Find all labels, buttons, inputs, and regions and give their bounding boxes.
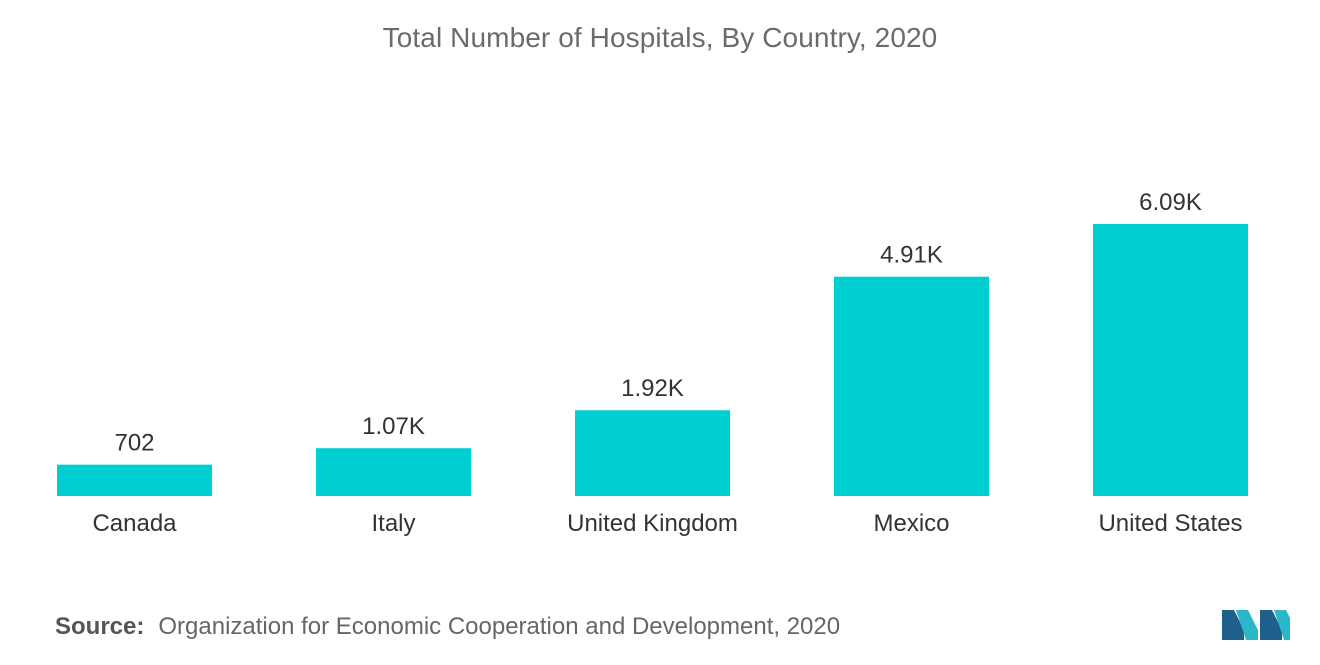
- category-label: Canada: [92, 510, 177, 537]
- bar-united-kingdom: [575, 410, 730, 496]
- mordor-intelligence-logo-icon: [1222, 610, 1290, 640]
- source-text: Organization for Economic Cooperation an…: [158, 613, 841, 640]
- value-label: 1.07K: [362, 413, 425, 440]
- category-label: Italy: [371, 510, 415, 537]
- category-label: United States: [1098, 510, 1242, 537]
- source-label: Source:: [55, 613, 145, 640]
- value-label: 1.92K: [621, 375, 684, 402]
- bar-chart: 702 Canada 1.07K Italy 1.92K United Kingdom 4.…: [57, 189, 1248, 537]
- chart-title: Total Number of Hospitals, By Country, 2…: [382, 22, 938, 53]
- bar-canada: [57, 464, 212, 496]
- source-note: Source: Organization for Economic Coopera…: [55, 613, 840, 641]
- bar-united-states: [1093, 224, 1248, 496]
- bar-mexico: [834, 276, 989, 496]
- value-label: 702: [114, 430, 154, 457]
- value-label: 6.09K: [1139, 189, 1202, 216]
- value-label: 4.91K: [880, 242, 943, 269]
- category-label: Mexico: [873, 510, 949, 537]
- bar-italy: [316, 448, 471, 496]
- category-label: United Kingdom: [567, 510, 738, 537]
